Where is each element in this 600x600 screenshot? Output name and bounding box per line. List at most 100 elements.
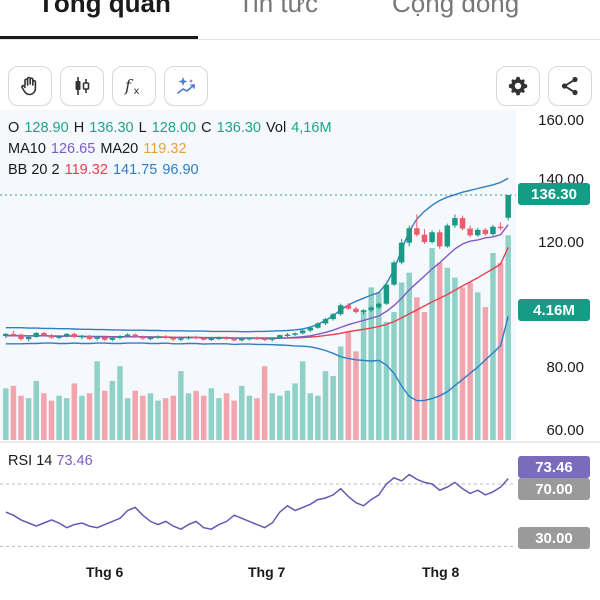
volume-bar xyxy=(269,393,275,440)
candle-body xyxy=(71,333,78,337)
volume-bar xyxy=(315,395,321,440)
volume-bar xyxy=(193,390,199,440)
candle-body xyxy=(193,336,199,339)
volume-bar xyxy=(71,383,78,440)
candle-body xyxy=(505,194,511,218)
candle-body xyxy=(299,330,306,334)
candle-body xyxy=(383,284,390,304)
volume-bar xyxy=(284,390,291,440)
rsi-level-tag: 70.00 xyxy=(518,478,590,500)
candle-body xyxy=(490,226,496,235)
stock-chart[interactable] xyxy=(0,110,600,562)
candle-body xyxy=(429,232,435,243)
volume-bar xyxy=(185,393,192,440)
candle-body xyxy=(132,334,138,337)
tab-community[interactable]: Cộng đồng xyxy=(392,0,520,18)
volume-bar xyxy=(421,312,428,440)
bb-lower-value: 96.90 xyxy=(162,162,199,178)
last-volume-tag: 4.16M xyxy=(518,299,590,321)
candle-body xyxy=(246,337,253,340)
volume-bar xyxy=(178,371,184,440)
volume-bar xyxy=(414,297,420,440)
volume-bar xyxy=(147,393,154,440)
close-value: 136.30 xyxy=(216,120,261,136)
volume-bar xyxy=(322,371,329,440)
candle-body xyxy=(452,218,458,226)
active-tab-indicator xyxy=(0,36,198,39)
rsi-line xyxy=(5,473,509,531)
volume-bar xyxy=(360,312,367,440)
bb-upper-line xyxy=(5,177,509,333)
ma10-label: MA10 xyxy=(8,141,46,157)
volume-bar xyxy=(18,395,24,440)
volume-bar xyxy=(254,398,260,440)
open-label: O xyxy=(8,120,20,136)
volume-bar xyxy=(140,395,146,440)
volume-bar xyxy=(246,395,253,440)
svg-text:x: x xyxy=(134,86,140,97)
tab-overview[interactable]: Tổng quan xyxy=(38,0,171,18)
tab-news[interactable]: Tin tức xyxy=(238,0,319,18)
ai-sparkle-icon xyxy=(177,77,195,94)
high-value: 136.30 xyxy=(89,120,134,136)
hand-icon xyxy=(21,76,37,96)
volume-bar xyxy=(330,376,336,440)
volume-bar xyxy=(444,267,451,440)
price-axis-label: 120.00 xyxy=(538,234,584,251)
rsi-legend-value: 73.46 xyxy=(56,453,93,469)
volume-bar xyxy=(155,400,161,440)
volume-bar xyxy=(459,287,466,440)
chart-settings-button[interactable] xyxy=(496,66,540,106)
candle-body xyxy=(414,228,420,235)
candle-body xyxy=(315,323,321,328)
candle-body xyxy=(467,228,473,236)
volume-bar xyxy=(63,398,70,440)
share-icon xyxy=(561,76,578,96)
candle-body xyxy=(216,337,222,340)
candle-body xyxy=(330,314,336,320)
candle-body xyxy=(436,232,443,247)
candle-body xyxy=(376,303,382,308)
candle-body xyxy=(178,338,184,340)
svg-text:f: f xyxy=(124,76,134,95)
candle-body xyxy=(94,337,100,339)
volume-bar xyxy=(429,248,435,440)
low-label: L xyxy=(138,120,147,136)
chart-type-button[interactable] xyxy=(60,66,104,106)
volume-bar xyxy=(231,400,237,440)
ai-analysis-button[interactable] xyxy=(164,66,208,106)
ma10-value: 126.65 xyxy=(50,141,96,157)
hand-tool-button[interactable] xyxy=(8,66,52,106)
volume-bar xyxy=(505,235,511,440)
candle-body xyxy=(170,337,177,340)
ohlc-legend: O 128.90 H 136.30 L 128.00 C 136.30 Vol … xyxy=(8,120,333,136)
candle-body xyxy=(147,337,154,340)
candlestick-icon xyxy=(75,77,90,95)
candle-body xyxy=(337,305,344,315)
candle-body xyxy=(124,334,131,337)
volume-bar xyxy=(482,307,489,440)
volume-bar xyxy=(292,383,298,440)
candlesticks xyxy=(3,194,511,342)
volume-bar xyxy=(490,252,496,440)
candle-body xyxy=(292,333,298,335)
candle-body xyxy=(482,229,489,235)
volume-bar xyxy=(25,398,32,440)
volume-bar xyxy=(216,398,222,440)
volume-bar xyxy=(10,385,17,440)
gear-icon xyxy=(508,76,528,96)
grid-lines xyxy=(0,194,600,443)
open-value: 128.90 xyxy=(24,120,69,136)
function-icon: f x xyxy=(124,76,140,97)
candle-body xyxy=(109,337,116,340)
share-button[interactable] xyxy=(548,66,592,106)
volume-bar xyxy=(353,351,359,440)
time-axis-label: Thg 7 xyxy=(248,564,286,580)
price-axis-label: 60.00 xyxy=(546,422,584,439)
indicators-button[interactable]: f x xyxy=(112,66,156,106)
volume-bar xyxy=(368,287,374,440)
volume-bar xyxy=(48,400,55,440)
candle-body xyxy=(345,305,352,309)
volume-bar xyxy=(208,388,215,440)
volume-bar xyxy=(200,395,207,440)
